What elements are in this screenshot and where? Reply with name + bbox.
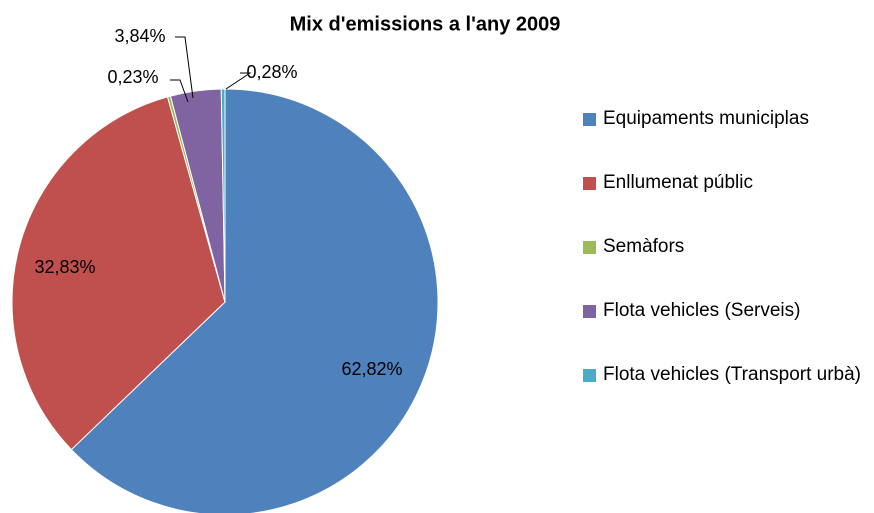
legend-swatch xyxy=(583,241,596,254)
legend-label: Equipaments municiplas xyxy=(603,108,809,129)
legend-swatch xyxy=(583,177,596,190)
legend-label: Flota vehicles (Serveis) xyxy=(603,300,801,321)
legend-swatch xyxy=(583,305,596,318)
leader-line xyxy=(225,72,252,90)
data-label: 3,84% xyxy=(114,26,165,46)
legend-item: Equipaments municiplas xyxy=(583,104,868,134)
legend-label: Flota vehicles (Transport urbà) xyxy=(603,364,862,385)
data-label: 62,82% xyxy=(341,359,402,379)
leader-line xyxy=(175,36,194,99)
data-label: 0,28% xyxy=(246,62,297,82)
pie-slice xyxy=(70,88,439,513)
legend-item: Flota vehicles (Serveis) xyxy=(583,296,868,326)
pie-slice xyxy=(11,96,226,451)
legend-label: Semàfors xyxy=(603,236,685,257)
legend-swatch xyxy=(583,369,596,382)
chart-title: Mix d'emissions a l'any 2009 xyxy=(290,13,561,35)
legend-item: Flota vehicles (Transport urbà) xyxy=(583,360,868,390)
legend-item: Semàfors xyxy=(583,232,868,262)
legend-swatch xyxy=(583,113,596,126)
data-label: 0,23% xyxy=(107,67,158,87)
leader-line xyxy=(170,79,189,103)
legend-item: Enllumenat públic xyxy=(583,168,868,198)
pie-slice xyxy=(220,88,226,303)
legend-label: Enllumenat públic xyxy=(603,172,753,193)
data-label: 32,83% xyxy=(34,257,95,277)
